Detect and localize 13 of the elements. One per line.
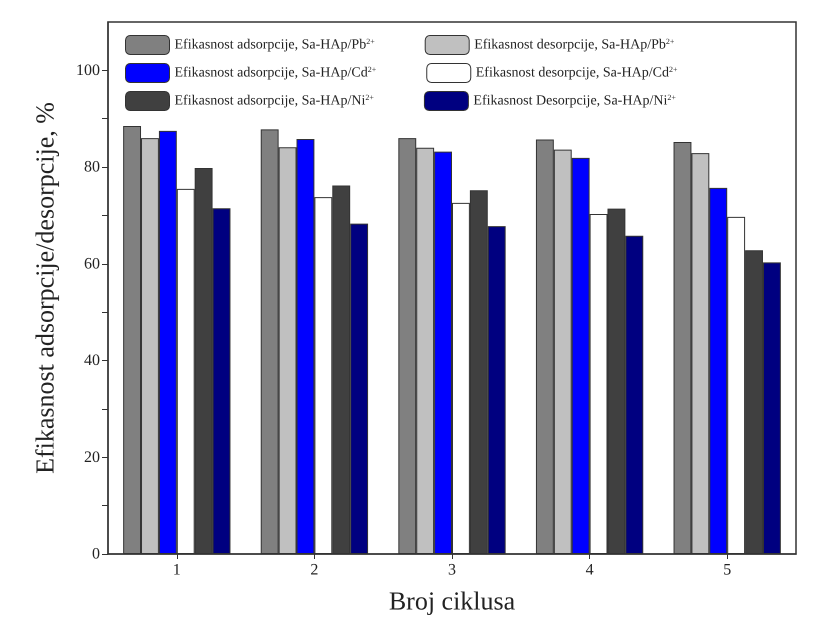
y-tick-label: 20 [84, 448, 100, 466]
x-tick-label: 4 [586, 562, 594, 578]
x-tick-label: 1 [172, 562, 181, 578]
y-tick-label: 0 [92, 546, 100, 562]
y-tick-label: 40 [84, 352, 100, 370]
y-tick-label: 60 [84, 255, 100, 272]
x-axis-title: Broj ciklusa [388, 586, 516, 616]
y-tick-label: 80 [84, 158, 100, 176]
y-axis-title: Efikasnost adsorpcije/desorpcije, % [30, 102, 60, 474]
x-tick-label: 5 [723, 562, 732, 578]
x-tick-label: 2 [310, 562, 318, 578]
x-tick-label: 3 [448, 562, 456, 578]
y-tick-label: 100 [76, 62, 100, 79]
